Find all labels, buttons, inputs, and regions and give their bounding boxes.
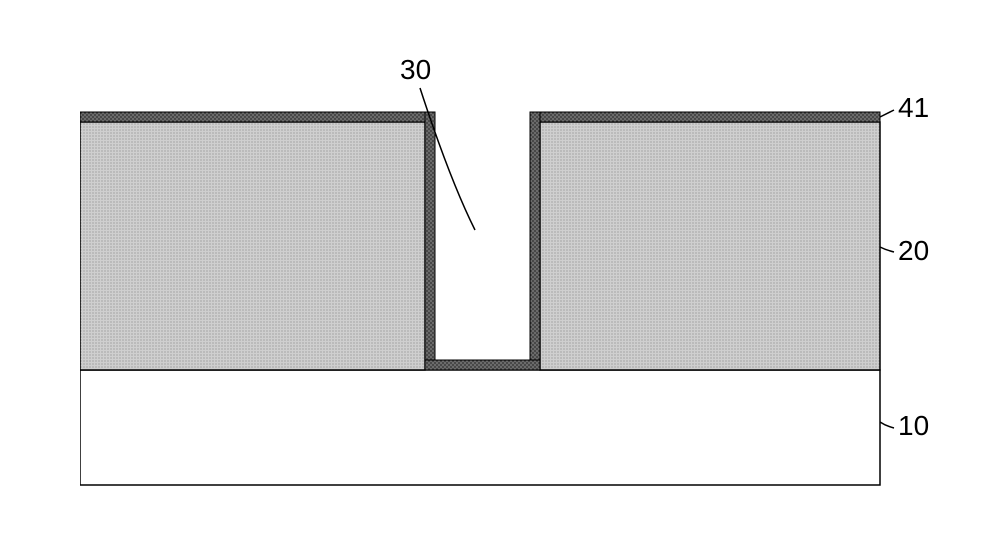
- liner-right-wall: [530, 112, 540, 370]
- label-41: 41: [898, 92, 929, 124]
- label-30: 30: [400, 54, 431, 86]
- liner-top-right: [540, 112, 880, 122]
- substrate-layer: [80, 370, 880, 485]
- leader-20: [880, 247, 894, 252]
- liner-bottom: [425, 360, 540, 370]
- cross-section-svg: [80, 60, 920, 490]
- middle-layer-left: [80, 122, 425, 370]
- leader-41: [880, 110, 894, 117]
- middle-layer-right: [540, 122, 880, 370]
- label-10: 10: [898, 410, 929, 442]
- diagram-container: 30 41 20 10: [80, 60, 920, 490]
- leader-10: [880, 422, 894, 428]
- liner-left-wall: [425, 112, 435, 370]
- liner-top-left: [80, 112, 425, 122]
- label-20: 20: [898, 235, 929, 267]
